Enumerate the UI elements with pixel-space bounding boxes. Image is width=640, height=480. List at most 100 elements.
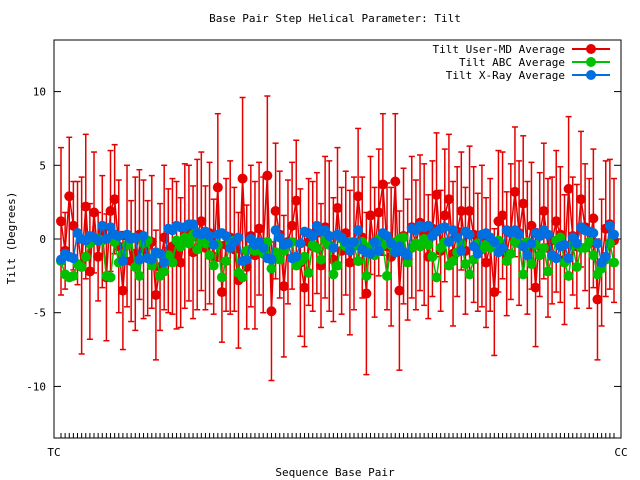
- series-layer: [56, 95, 619, 382]
- data-point: [328, 269, 339, 280]
- data-point: [526, 220, 537, 231]
- data-point: [266, 306, 277, 317]
- data-point: [175, 241, 186, 252]
- data-point: [373, 207, 384, 218]
- data-point: [592, 294, 603, 305]
- data-point: [117, 285, 128, 296]
- data-point: [575, 194, 586, 205]
- data-point: [353, 191, 364, 202]
- data-point: [233, 232, 244, 243]
- data-point: [208, 260, 219, 271]
- data-point: [588, 250, 599, 261]
- data-point: [604, 220, 615, 231]
- data-point: [295, 238, 306, 249]
- series-0: [56, 95, 619, 382]
- data-point: [216, 272, 227, 283]
- data-point: [291, 251, 302, 262]
- data-point: [105, 205, 116, 216]
- y-tick-label: -5: [33, 307, 46, 320]
- data-point: [563, 253, 574, 264]
- data-point: [518, 241, 529, 252]
- data-point: [365, 248, 376, 259]
- data-point: [402, 250, 413, 261]
- data-point: [134, 270, 145, 281]
- data-point: [390, 176, 401, 187]
- data-point: [204, 231, 215, 242]
- data-point: [315, 254, 326, 265]
- x-tick-label-last: CC: [614, 446, 627, 459]
- data-point: [464, 269, 475, 280]
- data-point: [117, 256, 128, 267]
- data-point: [270, 225, 281, 236]
- data-point: [373, 245, 384, 256]
- data-point: [542, 266, 553, 277]
- data-point: [448, 225, 459, 236]
- data-point: [274, 254, 285, 265]
- data-point: [89, 207, 100, 218]
- data-point: [452, 232, 463, 243]
- data-point: [204, 250, 215, 261]
- legend-label: Tilt X-Ray Average: [446, 69, 565, 82]
- data-point: [514, 229, 525, 240]
- data-point: [84, 266, 95, 277]
- data-point: [382, 270, 393, 281]
- data-point: [551, 216, 562, 227]
- data-point: [530, 282, 541, 293]
- data-point: [555, 232, 566, 243]
- data-point: [369, 236, 380, 247]
- data-point: [266, 254, 277, 265]
- y-tick-labels: -10 -5 0 5 10: [26, 86, 46, 394]
- data-point: [353, 225, 364, 236]
- data-point: [167, 257, 178, 268]
- data-point: [101, 234, 112, 244]
- data-point: [431, 272, 442, 283]
- data-point: [509, 186, 520, 197]
- data-point: [97, 220, 108, 231]
- data-point: [365, 210, 376, 221]
- series-2: [56, 219, 619, 268]
- data-point: [361, 288, 372, 299]
- data-point: [584, 236, 595, 247]
- data-point: [80, 251, 91, 262]
- y-tick-label: 0: [39, 233, 46, 246]
- data-point: [415, 241, 426, 252]
- data-point: [439, 222, 450, 233]
- data-point: [386, 238, 397, 249]
- data-point: [221, 256, 232, 267]
- data-point: [361, 270, 372, 281]
- data-point: [427, 251, 438, 262]
- data-point: [311, 242, 322, 253]
- data-point: [518, 198, 529, 209]
- data-point: [349, 236, 360, 247]
- data-point: [353, 256, 364, 267]
- chart-title: Base Pair Step Helical Parameter: Tilt: [209, 12, 461, 25]
- data-point: [464, 229, 475, 240]
- data-point: [518, 269, 529, 280]
- data-point: [563, 270, 574, 281]
- data-point: [377, 179, 388, 190]
- data-point: [398, 232, 409, 243]
- data-point: [505, 248, 516, 259]
- data-point: [237, 173, 248, 184]
- data-point: [68, 270, 79, 281]
- y-tick-label: 10: [33, 86, 46, 99]
- y-tick-label: -10: [26, 380, 46, 393]
- data-point: [254, 223, 265, 234]
- data-point: [328, 242, 339, 253]
- data-point: [526, 259, 537, 270]
- data-point: [542, 229, 553, 240]
- data-point: [117, 248, 128, 259]
- y-axis-label: Tilt (Degrees): [5, 192, 18, 285]
- data-point: [208, 239, 219, 250]
- data-point: [130, 262, 141, 273]
- data-point: [538, 242, 549, 253]
- data-point: [423, 220, 434, 231]
- data-point: [159, 257, 170, 268]
- data-point: [609, 229, 619, 240]
- data-point: [551, 253, 562, 264]
- data-point: [431, 189, 442, 200]
- data-point: [344, 245, 355, 256]
- data-point: [68, 253, 79, 264]
- data-point: [588, 213, 599, 224]
- data-point: [497, 242, 508, 253]
